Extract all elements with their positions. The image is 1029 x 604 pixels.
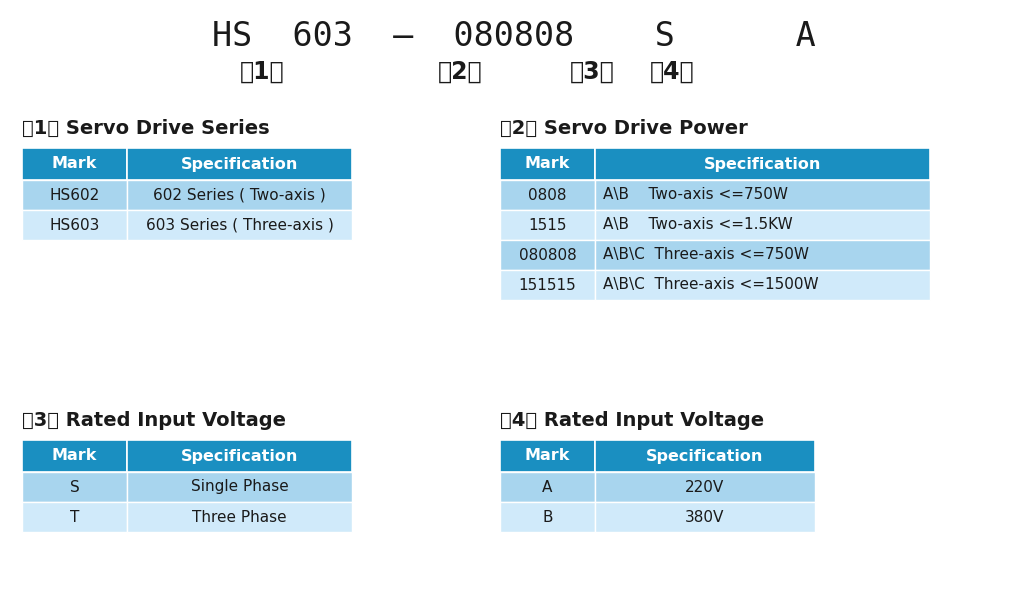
Text: S: S [70, 480, 79, 495]
Bar [595, 148, 930, 180]
Bar [22, 210, 127, 240]
Bar [127, 148, 352, 180]
Bar [22, 502, 127, 532]
Bar [500, 240, 595, 270]
Text: Mark: Mark [51, 449, 97, 463]
Text: A: A [542, 480, 553, 495]
Bar [500, 440, 595, 472]
Text: Three Phase: Three Phase [192, 510, 287, 524]
Text: T: T [70, 510, 79, 524]
Bar [22, 148, 127, 180]
Bar [22, 440, 127, 472]
Bar [500, 180, 595, 210]
Text: 080808: 080808 [519, 248, 576, 263]
Bar [127, 180, 352, 210]
Text: 220V: 220V [685, 480, 724, 495]
Text: 【2】 Servo Drive Power: 【2】 Servo Drive Power [500, 118, 748, 138]
Bar [127, 502, 352, 532]
Text: HS  603  –  080808    S      A: HS 603 – 080808 S A [212, 19, 816, 53]
Text: A\B    Two-axis <=750W: A\B Two-axis <=750W [603, 187, 788, 202]
Bar [22, 472, 127, 502]
Text: 【4】 Rated Input Voltage: 【4】 Rated Input Voltage [500, 411, 765, 429]
Bar [127, 440, 352, 472]
Text: B: B [542, 510, 553, 524]
Text: HS603: HS603 [49, 217, 100, 233]
Bar [595, 270, 930, 300]
Bar [500, 148, 595, 180]
Text: Specification: Specification [181, 156, 298, 172]
Text: 380V: 380V [685, 510, 724, 524]
Text: Specification: Specification [646, 449, 764, 463]
Bar [22, 180, 127, 210]
Bar [595, 180, 930, 210]
Text: HS602: HS602 [49, 187, 100, 202]
Text: A\B    Two-axis <=1.5KW: A\B Two-axis <=1.5KW [603, 217, 792, 233]
Bar [500, 270, 595, 300]
Bar [595, 472, 815, 502]
Text: Mark: Mark [525, 449, 570, 463]
Bar [127, 210, 352, 240]
Text: 602 Series ( Two-axis ): 602 Series ( Two-axis ) [153, 187, 326, 202]
Text: 【1】: 【1】 [240, 60, 284, 84]
Text: 0808: 0808 [528, 187, 567, 202]
Text: 603 Series ( Three-axis ): 603 Series ( Three-axis ) [145, 217, 333, 233]
Text: Mark: Mark [51, 156, 97, 172]
Text: 【2】: 【2】 [437, 60, 483, 84]
Bar [127, 472, 352, 502]
Text: 1515: 1515 [528, 217, 567, 233]
Bar [500, 472, 595, 502]
Bar [595, 210, 930, 240]
Bar [595, 440, 815, 472]
Text: 【4】: 【4】 [649, 60, 695, 84]
Text: 【3】: 【3】 [570, 60, 614, 84]
Bar [500, 502, 595, 532]
Text: 【1】 Servo Drive Series: 【1】 Servo Drive Series [22, 118, 270, 138]
Text: 151515: 151515 [519, 277, 576, 292]
Text: A\B\C  Three-axis <=1500W: A\B\C Three-axis <=1500W [603, 277, 819, 292]
Bar [595, 502, 815, 532]
Bar [595, 240, 930, 270]
Text: Specification: Specification [704, 156, 821, 172]
Bar [500, 210, 595, 240]
Text: Mark: Mark [525, 156, 570, 172]
Text: 【3】 Rated Input Voltage: 【3】 Rated Input Voltage [22, 411, 286, 429]
Text: Single Phase: Single Phase [190, 480, 288, 495]
Text: Specification: Specification [181, 449, 298, 463]
Text: A\B\C  Three-axis <=750W: A\B\C Three-axis <=750W [603, 248, 809, 263]
